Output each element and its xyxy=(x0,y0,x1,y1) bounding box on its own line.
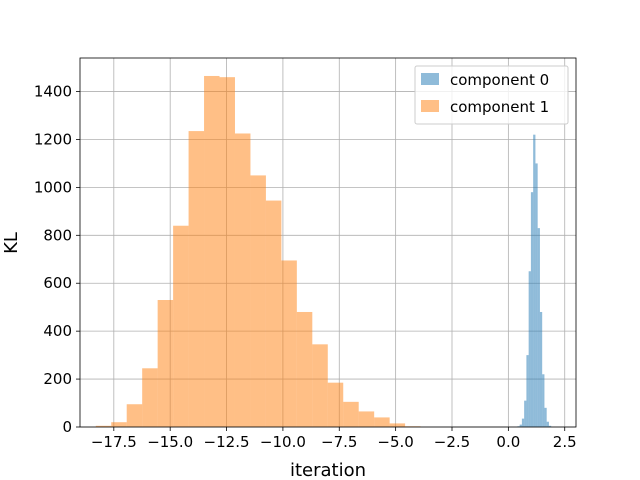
histogram-bar xyxy=(524,400,527,427)
histogram-bar xyxy=(343,401,359,427)
legend-swatch-component-1 xyxy=(421,100,439,112)
histogram-bar xyxy=(519,424,522,427)
histogram-bar xyxy=(548,425,552,427)
x-tick-label: −5.0 xyxy=(377,433,413,451)
histogram-bar xyxy=(521,418,525,427)
histogram-bar xyxy=(126,404,143,427)
x-axis: −17.5 −15.0 −12.5 −10.0 −7.5 −5.0 −2.5 0.0 2.5 xyxy=(91,427,577,451)
y-tick-label: 1000 xyxy=(34,178,72,196)
histogram-bar xyxy=(542,374,545,427)
legend-box xyxy=(414,65,569,125)
histogram-bar xyxy=(250,175,266,427)
y-tick-label: 600 xyxy=(43,274,72,292)
histogram-bar xyxy=(265,200,282,427)
plot-frame xyxy=(79,57,577,428)
histogram-bar xyxy=(327,382,344,427)
y-axis: 0 200 400 600 800 1000 1200 1400 xyxy=(34,83,80,436)
histogram-bar xyxy=(157,300,174,427)
x-tick-label: 2.5 xyxy=(553,433,577,451)
y-tick-label: 800 xyxy=(43,226,72,244)
x-tick-label: −2.5 xyxy=(434,433,470,451)
y-axis-label: KL xyxy=(1,232,22,254)
series-component-0 xyxy=(517,134,552,427)
histogram-bar xyxy=(539,311,543,427)
legend-label-component-0: component 0 xyxy=(450,71,549,89)
histogram-bar xyxy=(528,271,531,427)
histogram-bar xyxy=(533,134,536,427)
x-tick-label: 0.0 xyxy=(496,433,520,451)
x-tick-label: −10.0 xyxy=(260,433,306,451)
histogram-bar xyxy=(535,163,538,427)
histogram-bar xyxy=(389,423,406,427)
y-tick-label: 1400 xyxy=(34,83,72,101)
histogram-bar xyxy=(142,368,158,427)
y-tick-label: 200 xyxy=(43,370,72,388)
x-tick-label: −12.5 xyxy=(204,433,250,451)
histogram-bar xyxy=(546,421,549,427)
histogram-bar xyxy=(234,133,251,427)
histogram-bar xyxy=(358,411,375,427)
y-tick-label: 400 xyxy=(43,322,72,340)
x-axis-label: iteration xyxy=(290,460,366,480)
histogram-bar xyxy=(526,355,529,427)
legend-swatch-component-0 xyxy=(421,73,439,85)
x-tick-label: −15.0 xyxy=(147,433,193,451)
histogram-bars xyxy=(95,75,552,428)
histogram-bar xyxy=(204,75,220,428)
histogram-bar xyxy=(173,225,189,427)
histogram-bar xyxy=(296,311,313,427)
histogram-bar xyxy=(544,407,547,427)
histogram-bar xyxy=(188,131,205,427)
histogram-bar xyxy=(312,344,328,427)
y-tick-label: 1200 xyxy=(34,130,72,148)
legend: component 0 component 1 xyxy=(414,65,569,125)
x-tick-label: −17.5 xyxy=(91,433,137,451)
histogram-bar xyxy=(374,417,390,427)
x-tick-label: −7.5 xyxy=(321,433,357,451)
histogram-bar xyxy=(95,425,112,427)
series-component-1 xyxy=(95,75,421,428)
histogram-bar xyxy=(530,192,534,427)
histogram-bar xyxy=(219,77,235,428)
y-tick-label: 0 xyxy=(62,418,72,436)
histogram-bar xyxy=(111,422,127,427)
histogram-bar xyxy=(281,260,297,427)
legend-label-component-1: component 1 xyxy=(450,98,549,116)
histogram-bar xyxy=(537,228,540,427)
